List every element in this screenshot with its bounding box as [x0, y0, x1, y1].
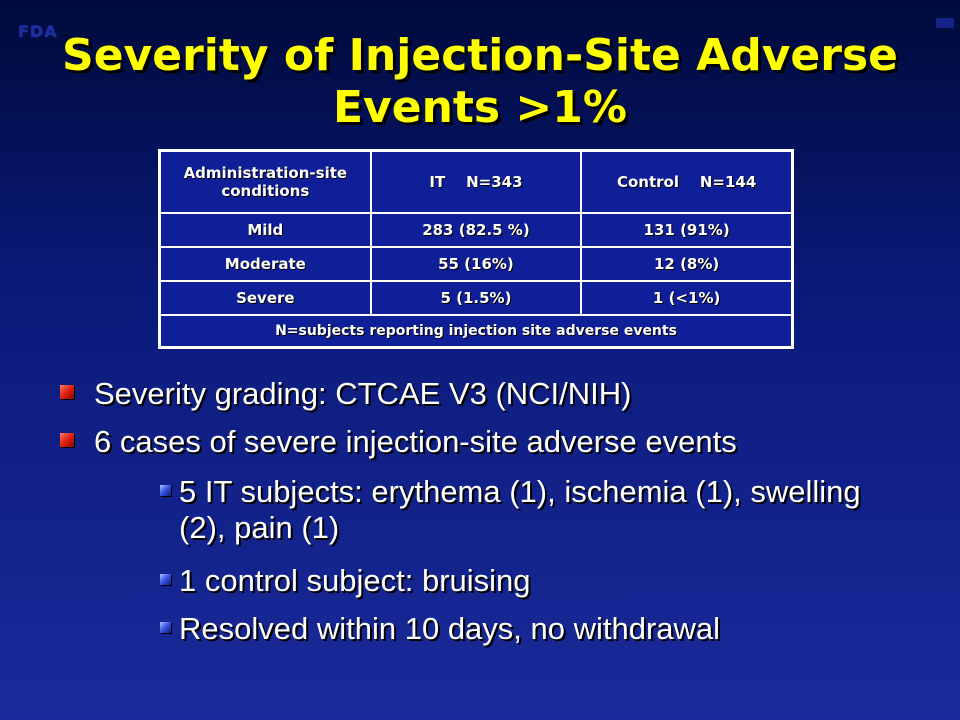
sub-bullet-text: 1 control subject: bruising: [179, 563, 531, 598]
sub-bullet-text: 5 IT subjects: erythema (1), ischemia (1…: [179, 474, 861, 545]
table-cell: 1 (<1%): [580, 280, 794, 316]
blue-bullet-icon: [160, 622, 171, 633]
table-row: Severe 5 (1.5%) 1 (<1%): [158, 280, 794, 316]
table-cell: Severe: [158, 280, 372, 316]
fda-logo: FDA: [18, 22, 58, 41]
table-cell: 131 (91%): [580, 212, 794, 248]
header-cell: Control N=144: [580, 149, 794, 214]
table-cell: Mild: [158, 212, 372, 248]
table-footnote: N=subjects reporting injection site adve…: [158, 314, 794, 349]
blue-bullet-icon: [160, 485, 171, 496]
table-cell: 5 (1.5%): [369, 280, 583, 316]
severity-table: Administration-site conditions IT N=343 …: [158, 149, 794, 349]
red-bullet-icon: [60, 433, 74, 447]
bullet-text: Severity grading: CTCAE V3 (NCI/NIH): [94, 376, 632, 411]
table-cell: Moderate: [158, 246, 372, 282]
table-cell: 283 (82.5 %): [369, 212, 583, 248]
blue-bullet-icon: [160, 574, 171, 585]
table-cell: 12 (8%): [580, 246, 794, 282]
table-footnote-row: N=subjects reporting injection site adve…: [158, 314, 794, 349]
table-header-row: Administration-site conditions IT N=343 …: [158, 149, 794, 214]
title-line-2: Events >1%: [332, 82, 627, 133]
red-bullet-icon: [60, 385, 74, 399]
table-row: Mild 283 (82.5 %) 131 (91%): [158, 212, 794, 248]
title-line-1: Severity of Injection-Site Adverse: [62, 30, 898, 81]
corner-mark: [936, 18, 954, 28]
table-cell: 55 (16%): [369, 246, 583, 282]
slide-title: Severity of Injection-Site Adverse Event…: [0, 30, 960, 134]
table-row: Moderate 55 (16%) 12 (8%): [158, 246, 794, 282]
header-cell: IT N=343: [369, 149, 583, 214]
bullet-text: 6 cases of severe injection-site adverse…: [94, 424, 737, 459]
sub-bullet-text: Resolved within 10 days, no withdrawal: [179, 611, 721, 646]
header-cell: Administration-site conditions: [158, 149, 372, 214]
